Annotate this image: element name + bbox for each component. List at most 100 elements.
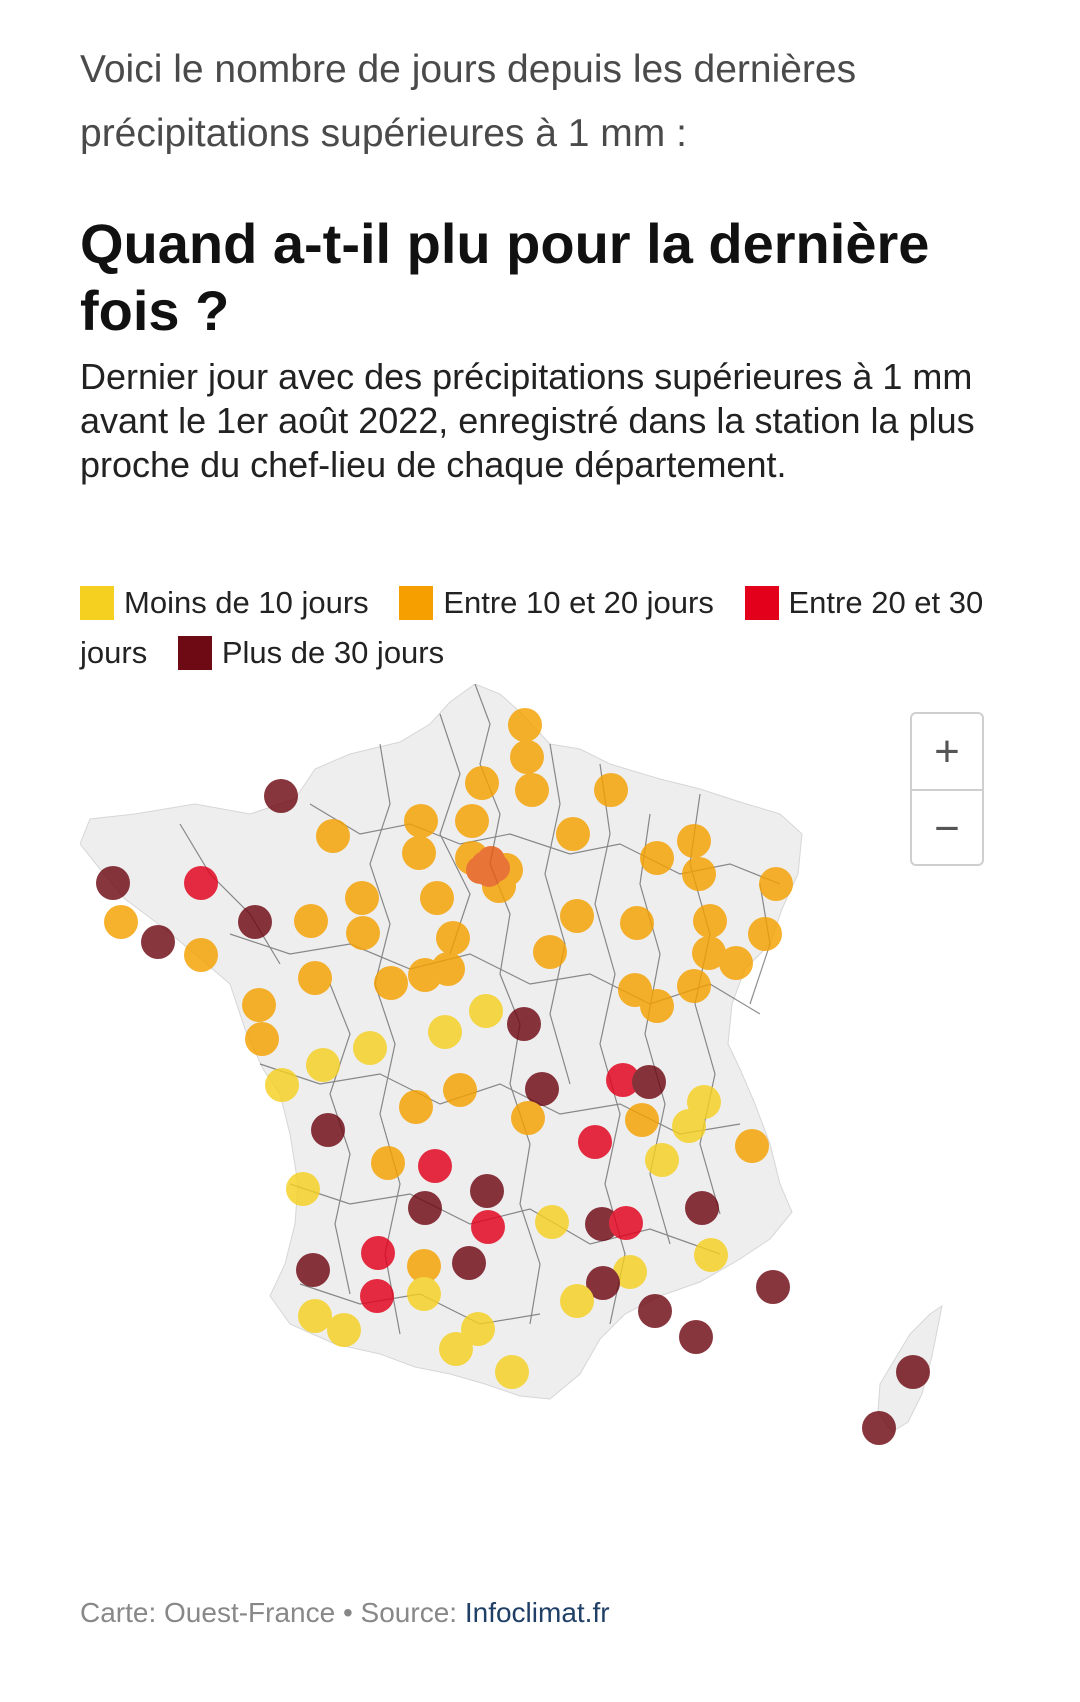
station-marker-10-20[interactable] <box>443 1073 477 1107</box>
station-marker-gt30[interactable] <box>525 1072 559 1106</box>
station-marker-10-20[interactable] <box>298 961 332 995</box>
station-marker-10-20[interactable] <box>345 881 379 915</box>
legend-swatch-lt10 <box>80 586 114 620</box>
station-marker-10-20[interactable] <box>346 916 380 950</box>
station-marker-20-30[interactable] <box>606 1063 640 1097</box>
station-marker-10-20[interactable] <box>455 804 489 838</box>
station-marker-gt30[interactable] <box>470 1174 504 1208</box>
station-marker-gt30[interactable] <box>452 1246 486 1280</box>
station-marker-10-20[interactable] <box>759 867 793 901</box>
station-marker-10-20[interactable] <box>640 989 674 1023</box>
station-marker-lt10[interactable] <box>495 1355 529 1389</box>
station-marker-lt10[interactable] <box>672 1109 706 1143</box>
station-marker-10-20[interactable] <box>104 905 138 939</box>
legend: Moins de 10 jours Entre 10 et 20 jours E… <box>80 578 1020 678</box>
station-marker-10-20[interactable] <box>465 766 499 800</box>
zoom-out-button[interactable]: − <box>934 803 960 853</box>
station-marker-10-20[interactable] <box>620 906 654 940</box>
station-marker-gt30[interactable] <box>311 1113 345 1147</box>
station-marker-gt30[interactable] <box>896 1355 930 1389</box>
station-marker-10-20[interactable] <box>735 1129 769 1163</box>
zoom-divider <box>912 789 982 791</box>
station-marker-gt30[interactable] <box>756 1270 790 1304</box>
station-marker-10-20[interactable] <box>402 836 436 870</box>
department-borders <box>179 684 781 1335</box>
station-marker-20-30[interactable] <box>361 1236 395 1270</box>
station-marker-gt30[interactable] <box>238 905 272 939</box>
station-marker-10-20[interactable] <box>594 773 628 807</box>
station-marker-lt10[interactable] <box>428 1015 462 1049</box>
station-marker-10-20[interactable] <box>408 958 442 992</box>
zoom-in-button[interactable]: + <box>934 726 960 776</box>
station-marker-20-30[interactable] <box>184 866 218 900</box>
station-marker-gt30[interactable] <box>632 1065 666 1099</box>
station-marker-10-20[interactable] <box>407 1249 441 1283</box>
station-marker-10-20[interactable] <box>184 938 218 972</box>
station-marker-10-20[interactable] <box>625 1103 659 1137</box>
station-marker-10-20[interactable] <box>436 921 470 955</box>
station-marker-lt10[interactable] <box>439 1332 473 1366</box>
station-marker-10-20[interactable] <box>508 708 542 742</box>
station-marker-lt10[interactable] <box>327 1313 361 1347</box>
station-marker-gt30[interactable] <box>141 925 175 959</box>
station-marker-10-20[interactable] <box>533 935 567 969</box>
station-marker-gt30[interactable] <box>585 1207 619 1241</box>
station-marker-gt30[interactable] <box>586 1266 620 1300</box>
station-marker-10-20[interactable] <box>316 819 350 853</box>
legend-item-20-30: Entre 20 et 30 jours <box>80 585 983 670</box>
station-marker-gt30[interactable] <box>679 1320 713 1354</box>
station-marker-10-20[interactable] <box>677 969 711 1003</box>
station-marker-lt10[interactable] <box>613 1255 647 1289</box>
station-marker-lt10[interactable] <box>469 994 503 1028</box>
map-canvas[interactable] <box>80 684 1008 1552</box>
station-marker-10-20[interactable] <box>245 1022 279 1056</box>
station-marker-lt10[interactable] <box>286 1172 320 1206</box>
station-marker-10-20[interactable] <box>556 817 590 851</box>
station-marker-10-20[interactable] <box>511 1101 545 1135</box>
station-marker-10-20[interactable] <box>560 899 594 933</box>
station-marker-lt10[interactable] <box>694 1238 728 1272</box>
station-marker-lt10[interactable] <box>645 1143 679 1177</box>
station-marker-10-20[interactable] <box>242 988 276 1022</box>
station-marker-gt30[interactable] <box>296 1253 330 1287</box>
station-marker-20-30[interactable] <box>360 1279 394 1313</box>
station-marker-lt10[interactable] <box>265 1068 299 1102</box>
station-marker-20-30[interactable] <box>471 1210 505 1244</box>
station-marker-10-20[interactable] <box>719 946 753 980</box>
station-marker-lt10[interactable] <box>407 1277 441 1311</box>
station-marker-20-30[interactable] <box>418 1149 452 1183</box>
station-marker-10-20[interactable] <box>374 966 408 1000</box>
station-marker-gt30[interactable] <box>638 1294 672 1328</box>
station-marker-10-20[interactable] <box>693 904 727 938</box>
station-marker-10-20[interactable] <box>677 824 711 858</box>
station-marker-10-20[interactable] <box>420 881 454 915</box>
station-marker-lt10[interactable] <box>535 1205 569 1239</box>
station-marker-20-30[interactable] <box>609 1206 643 1240</box>
station-marker-10-20[interactable] <box>515 773 549 807</box>
station-marker-lt10[interactable] <box>298 1299 332 1333</box>
station-marker-gt30[interactable] <box>862 1411 896 1445</box>
credit-text: Carte: Ouest-France • Source: <box>80 1597 465 1628</box>
station-marker-10-20[interactable] <box>399 1090 433 1124</box>
station-marker-gt30[interactable] <box>685 1191 719 1225</box>
station-marker-10-20[interactable] <box>640 841 674 875</box>
station-marker-10-20[interactable] <box>294 904 328 938</box>
station-marker-paris-cluster[interactable] <box>466 856 494 884</box>
station-marker-gt30[interactable] <box>507 1007 541 1041</box>
legend-label-gt30: Plus de 30 jours <box>221 635 445 670</box>
station-marker-10-20[interactable] <box>404 804 438 838</box>
station-marker-gt30[interactable] <box>264 779 298 813</box>
station-marker-10-20[interactable] <box>748 917 782 951</box>
station-marker-10-20[interactable] <box>692 936 726 970</box>
station-marker-20-30[interactable] <box>578 1125 612 1159</box>
source-link[interactable]: Infoclimat.fr <box>464 1597 610 1628</box>
station-marker-10-20[interactable] <box>510 740 544 774</box>
station-marker-lt10[interactable] <box>461 1312 495 1346</box>
station-marker-10-20[interactable] <box>682 857 716 891</box>
station-marker-gt30[interactable] <box>96 866 130 900</box>
station-marker-lt10[interactable] <box>306 1048 340 1082</box>
station-marker-lt10[interactable] <box>353 1031 387 1065</box>
station-marker-10-20[interactable] <box>371 1146 405 1180</box>
station-marker-gt30[interactable] <box>408 1191 442 1225</box>
station-marker-lt10[interactable] <box>560 1284 594 1318</box>
